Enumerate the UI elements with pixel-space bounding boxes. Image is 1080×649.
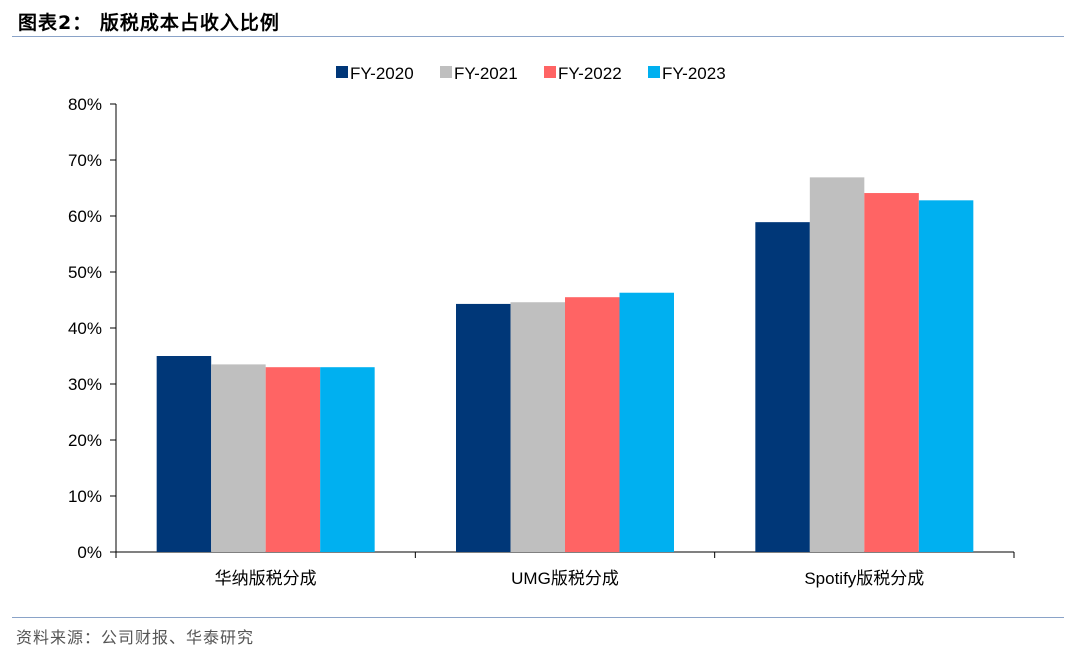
bar-fy-2022: [864, 193, 919, 553]
bar-fy-2020: [755, 222, 810, 552]
bottom-divider: [12, 617, 1064, 618]
y-tick-label: 40%: [68, 319, 102, 338]
y-tick-label: 70%: [68, 151, 102, 170]
bar-fy-2022: [565, 297, 620, 552]
y-tick-label: 0%: [77, 543, 102, 562]
figure-title: 图表2： 版税成本占收入比例: [18, 12, 280, 34]
bar-fy-2023: [320, 367, 375, 552]
top-divider: [12, 36, 1064, 37]
x-axis: 华纳版税分成 UMG版税分成 Spotify版税分成: [115, 551, 1015, 588]
bar-fy-2021: [211, 364, 266, 552]
y-tick-label: 10%: [68, 487, 102, 506]
y-axis: 0% 10% 20% 30% 40% 50% 60% 70% 80%: [68, 95, 117, 562]
chart-legend: FY-2020 FY-2021 FY-2022 FY-2023: [336, 64, 726, 83]
bar-fy-2021: [809, 177, 865, 553]
bar-fy-2020: [156, 356, 212, 552]
bar-fy-2023: [619, 292, 674, 552]
bar-series-group: [156, 177, 974, 553]
y-tick-label: 50%: [68, 263, 102, 282]
legend-label: FY-2022: [558, 64, 622, 83]
legend-label: FY-2021: [454, 64, 518, 83]
royalty-cost-bar-chart: FY-2020 FY-2021 FY-2022 FY-2023 0% 10% 20% 30%…: [68, 64, 1015, 588]
x-category-label: 华纳版税分成: [215, 569, 317, 588]
bar-fy-2023: [918, 200, 974, 552]
source-note: 资料来源：公司财报、华泰研究: [16, 628, 255, 647]
y-tick-label: 60%: [68, 207, 102, 226]
bar-fy-2020: [456, 303, 511, 552]
legend-swatch: [544, 66, 556, 78]
y-tick-label: 30%: [68, 375, 102, 394]
legend-swatch: [648, 66, 660, 78]
y-tick-label: 20%: [68, 431, 102, 450]
legend-swatch: [336, 66, 348, 78]
x-category-label: Spotify版税分成: [804, 569, 924, 588]
legend-label: FY-2020: [350, 64, 414, 83]
bar-fy-2022: [265, 367, 321, 552]
x-category-label: UMG版税分成: [511, 569, 619, 588]
legend-swatch: [440, 66, 452, 78]
y-tick-label: 80%: [68, 95, 102, 114]
legend-label: FY-2023: [662, 64, 726, 83]
bar-fy-2021: [510, 302, 565, 552]
